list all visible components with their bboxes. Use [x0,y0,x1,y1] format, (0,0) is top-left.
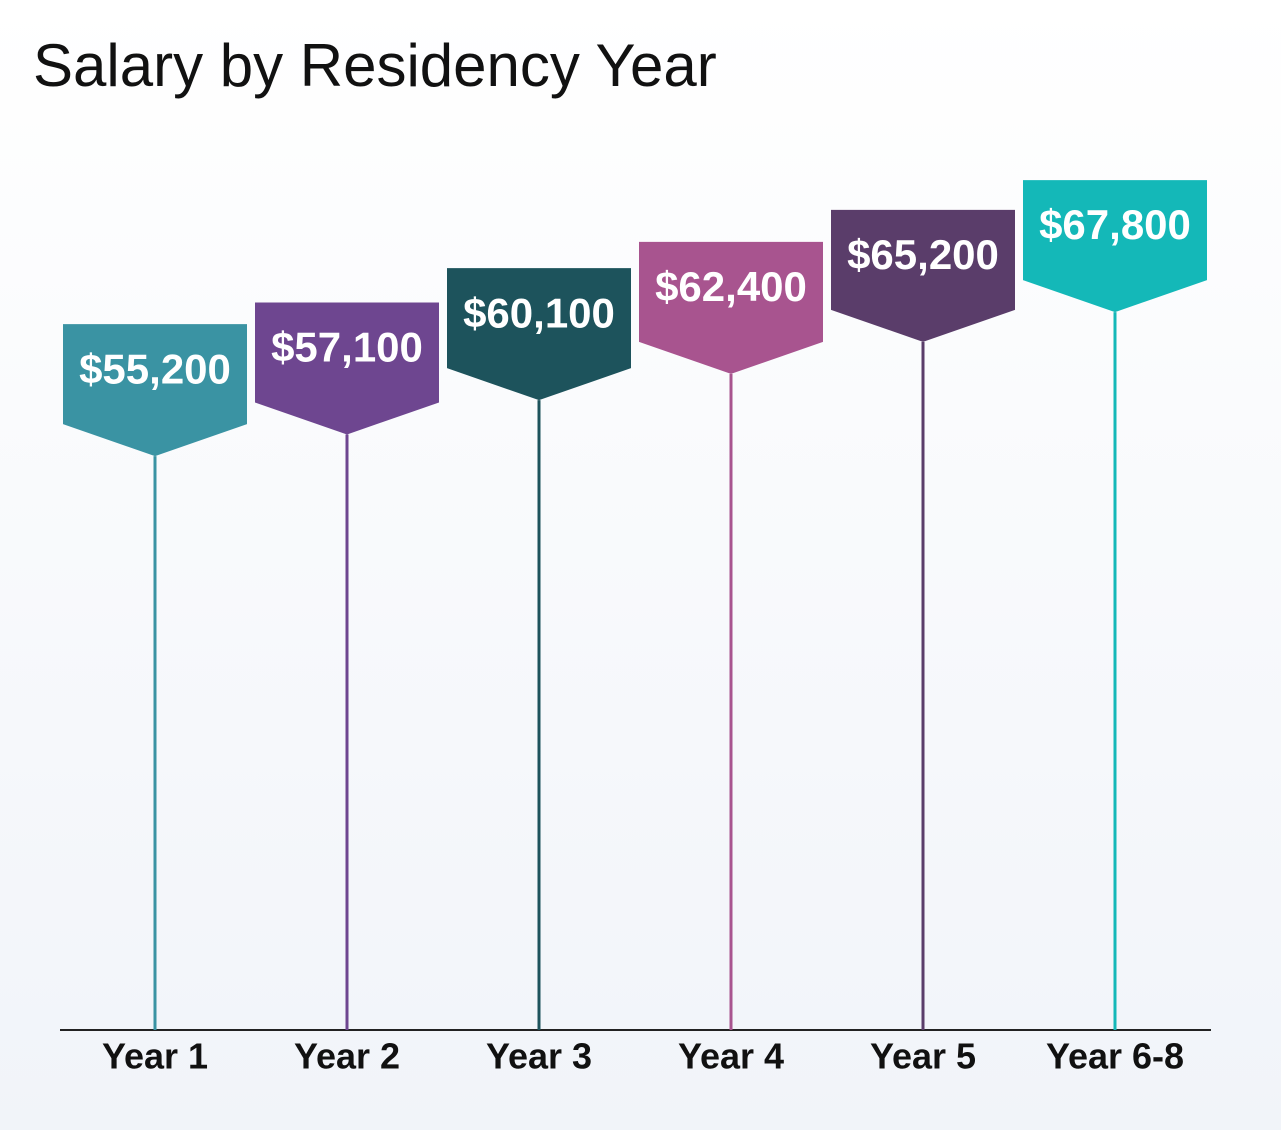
pennant [639,241,823,374]
x-tick-label: Year 2 [294,1036,400,1077]
pennant [831,209,1015,342]
pennant [447,268,631,401]
value-label: $60,100 [463,289,615,336]
pennant [255,302,439,435]
x-tick-label: Year 1 [102,1036,208,1077]
x-tick-label: Year 4 [678,1036,784,1077]
pennant [1023,180,1207,313]
value-label: $65,200 [847,231,999,278]
x-tick-label: Year 5 [870,1036,976,1077]
value-label: $62,400 [655,263,807,310]
pennant [63,324,247,457]
value-label: $55,200 [79,345,231,392]
value-label: $57,100 [271,324,423,371]
chart-title: Salary by Residency Year [33,32,717,99]
x-tick-label: Year 3 [486,1036,592,1077]
x-tick-label: Year 6-8 [1046,1036,1184,1077]
value-label: $67,800 [1039,201,1191,248]
